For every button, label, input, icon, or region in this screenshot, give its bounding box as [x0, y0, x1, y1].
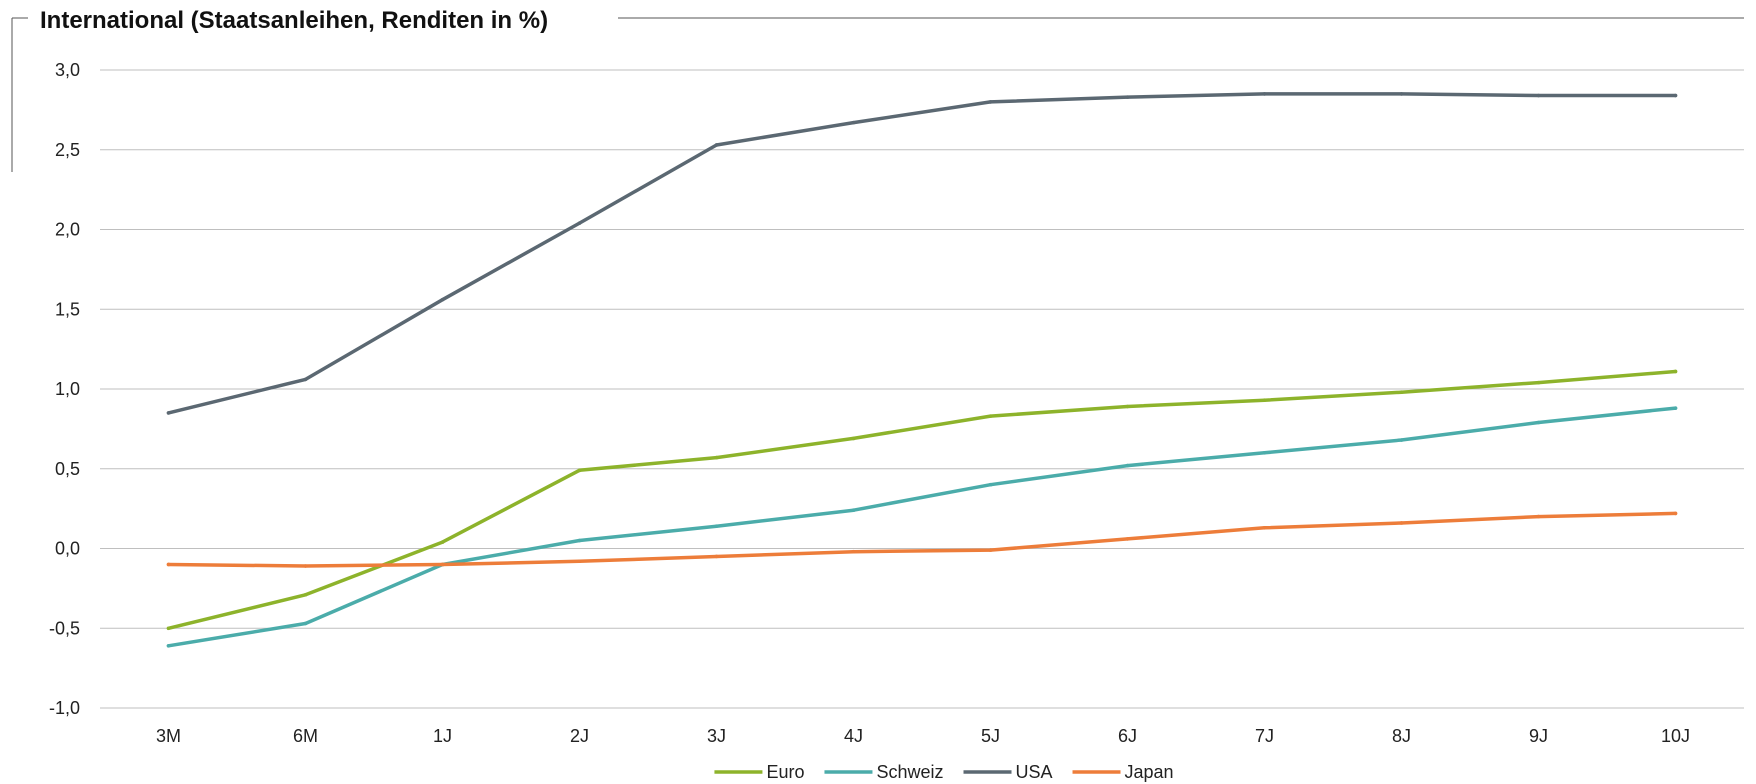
gridlines — [100, 69, 1744, 709]
legend: Euro Schweiz USA Japan — [714, 762, 1174, 782]
y-tick-label: 0,5 — [55, 459, 80, 479]
data-point-euro — [851, 436, 856, 441]
data-point-japan — [577, 559, 582, 564]
data-point-euro — [577, 468, 582, 473]
data-point-schweiz — [1399, 438, 1404, 442]
data-point-schweiz — [303, 621, 308, 626]
x-tick-label: 2J — [570, 726, 589, 746]
data-point-euro — [1673, 369, 1678, 374]
data-point-schweiz — [851, 508, 856, 513]
x-tick-label: 3J — [707, 726, 726, 746]
x-tick-label: 10J — [1661, 726, 1690, 746]
data-point-schweiz — [714, 524, 719, 528]
y-tick-label: 0,0 — [55, 539, 80, 559]
x-tick-label: 3M — [156, 726, 181, 746]
x-tick-label: 6J — [1118, 726, 1137, 746]
y-tick-label: 2,0 — [55, 220, 80, 240]
y-tick-label: 2,5 — [55, 140, 80, 160]
legend-label: USA — [1016, 762, 1053, 782]
data-point-japan — [1125, 537, 1130, 541]
data-point-euro — [1399, 390, 1404, 394]
y-tick-label: 1,5 — [55, 299, 80, 319]
data-point-euro — [1262, 398, 1267, 402]
data-point-schweiz — [988, 482, 993, 487]
data-point-schweiz — [1125, 463, 1130, 468]
y-tick-label: -1,0 — [49, 698, 80, 718]
data-point-japan — [303, 564, 308, 568]
x-axis-tick-labels: 3M 6M 1J 2J 3J 4J 5J 6J 7J 8J 9J 10J — [156, 726, 1690, 746]
legend-label: Euro — [766, 762, 804, 782]
data-point-schweiz — [1536, 420, 1541, 425]
data-point-japan — [1536, 514, 1541, 519]
data-point-euro — [1125, 404, 1130, 409]
data-point-schweiz — [1673, 406, 1678, 410]
x-tick-label: 5J — [981, 726, 1000, 746]
data-point-japan — [851, 549, 856, 554]
data-point-usa — [851, 120, 856, 125]
data-point-schweiz — [166, 643, 171, 648]
x-tick-label: 7J — [1255, 726, 1274, 746]
data-point-euro — [440, 540, 445, 544]
data-point-schweiz — [577, 538, 582, 543]
chart-title: International (Staatsanleihen, Renditen … — [40, 7, 548, 34]
y-axis-tick-labels: 3,0 2,5 2,0 1,5 1,0 0,5 0,0 -0,5 -1,0 — [49, 60, 80, 718]
x-tick-label: 8J — [1392, 726, 1411, 746]
legend-item-japan: Japan — [1072, 762, 1174, 782]
data-point-usa — [303, 377, 308, 382]
data-point-usa — [577, 221, 582, 225]
data-point-euro — [988, 414, 993, 418]
series-line-euro — [166, 369, 1678, 631]
series-line-usa — [166, 92, 1678, 415]
data-point-japan — [1262, 525, 1267, 530]
legend-label: Schweiz — [876, 762, 943, 782]
legend-label: Japan — [1125, 762, 1174, 782]
chart-frame — [11, 17, 1744, 172]
data-point-usa — [440, 297, 445, 302]
data-point-euro — [1536, 380, 1541, 385]
data-point-euro — [166, 626, 171, 631]
x-tick-label: 4J — [844, 726, 863, 746]
y-tick-label: -0,5 — [49, 618, 80, 638]
data-point-usa — [166, 411, 171, 415]
data-point-usa — [1125, 95, 1130, 99]
data-point-japan — [166, 562, 171, 567]
data-point-usa — [1673, 93, 1678, 98]
data-point-japan — [988, 548, 993, 552]
data-point-japan — [1673, 511, 1678, 516]
data-point-usa — [1399, 92, 1404, 96]
data-point-usa — [1536, 93, 1541, 98]
data-point-usa — [1262, 92, 1267, 96]
x-tick-label: 9J — [1529, 726, 1548, 746]
legend-item-euro: Euro — [714, 762, 804, 782]
series-lines — [166, 92, 1678, 648]
legend-item-schweiz: Schweiz — [824, 762, 944, 782]
data-point-japan — [440, 562, 445, 567]
data-point-japan — [1399, 521, 1404, 525]
series-line-japan — [166, 511, 1678, 568]
data-point-japan — [714, 554, 719, 559]
data-point-euro — [714, 455, 719, 460]
data-point-schweiz — [1262, 451, 1267, 455]
data-point-euro — [303, 592, 308, 597]
data-point-usa — [988, 100, 993, 104]
data-point-usa — [714, 143, 719, 147]
legend-item-usa: USA — [963, 762, 1053, 782]
x-tick-label: 1J — [433, 726, 452, 746]
series-line-schweiz — [166, 406, 1678, 648]
x-tick-label: 6M — [293, 726, 318, 746]
y-tick-label: 3,0 — [55, 60, 80, 80]
y-tick-label: 1,0 — [55, 379, 80, 399]
